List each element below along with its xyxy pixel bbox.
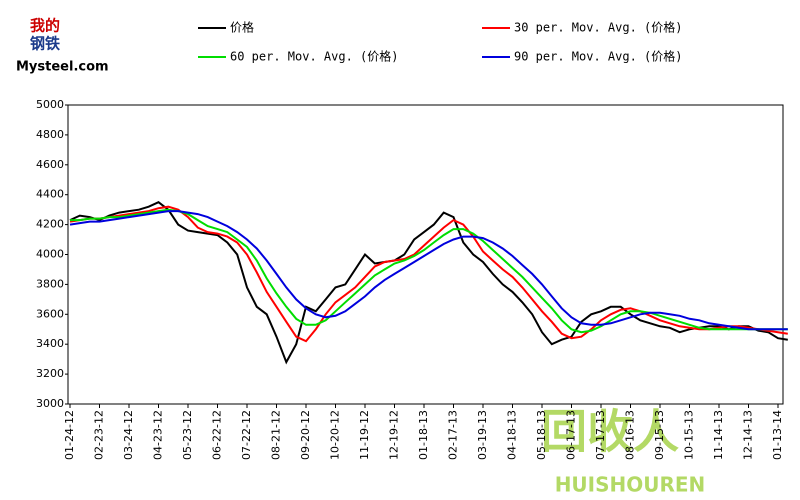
y-tick-label: 3400 [36, 337, 64, 350]
y-tick-label: 4200 [36, 218, 64, 231]
legend-label: 60 per. Mov. Avg. (价格) [230, 49, 399, 64]
x-tick-label: 05-18-13 [535, 410, 548, 460]
y-tick-label: 5000 [36, 98, 64, 111]
x-tick-label: 06-22-12 [211, 410, 224, 460]
x-tick-label: 01-24-12 [63, 410, 76, 460]
logo-mid: 钢铁 [30, 35, 60, 53]
x-tick-label: 07-17-13 [594, 410, 607, 460]
series-line [69, 210, 788, 331]
y-tick-label: 4000 [36, 248, 64, 261]
x-tick-label: 06-17-13 [565, 410, 578, 460]
x-tick-label: 12-14-13 [742, 410, 755, 460]
x-tick-label: 03-24-12 [122, 410, 135, 460]
x-tick-label: 12-19-12 [388, 410, 401, 460]
y-tick-label: 3000 [36, 397, 64, 410]
x-tick-label: 11-19-12 [358, 410, 371, 460]
y-tick-label: 3600 [36, 307, 64, 320]
y-tick-label: 4400 [36, 188, 64, 201]
x-tick-label: 11-14-13 [712, 410, 725, 460]
x-tick-label: 02-17-13 [447, 410, 460, 460]
y-tick-label: 4800 [36, 128, 64, 141]
x-tick-label: 09-20-12 [299, 410, 312, 460]
x-tick-label: 07-22-12 [240, 410, 253, 460]
x-tick-label: 08-16-13 [624, 410, 637, 460]
watermark: 回收人 [541, 405, 679, 459]
x-tick-label: 10-20-12 [329, 410, 342, 460]
legend-label: 30 per. Mov. Avg. (价格) [514, 20, 683, 35]
series-line [69, 201, 788, 365]
x-tick-label: 09-15-13 [653, 410, 666, 460]
x-tick-label: 01-13-14 [771, 410, 784, 460]
y-tick-label: 4600 [36, 158, 64, 171]
x-tick-label: 02-23-12 [93, 410, 106, 460]
x-tick-label: 08-21-12 [270, 410, 283, 460]
y-tick-label: 3200 [36, 367, 64, 380]
series-line [70, 208, 788, 334]
series-line [69, 205, 788, 343]
watermark-sub: HUISHOUREN [555, 473, 706, 497]
logo-text: Mysteel.com [16, 60, 109, 75]
legend-label: 价格 [230, 20, 254, 35]
x-tick-label: 04-23-12 [152, 410, 165, 460]
legend-label: 90 per. Mov. Avg. (价格) [514, 49, 683, 64]
x-tick-label: 01-18-13 [417, 410, 430, 460]
x-tick-label: 03-19-13 [476, 410, 489, 460]
y-tick-label: 3800 [36, 277, 64, 290]
logo-top: 我的 [30, 17, 60, 35]
x-tick-label: 04-18-13 [506, 410, 519, 460]
x-tick-label: 05-23-12 [181, 410, 194, 460]
x-tick-label: 10-15-13 [683, 410, 696, 460]
